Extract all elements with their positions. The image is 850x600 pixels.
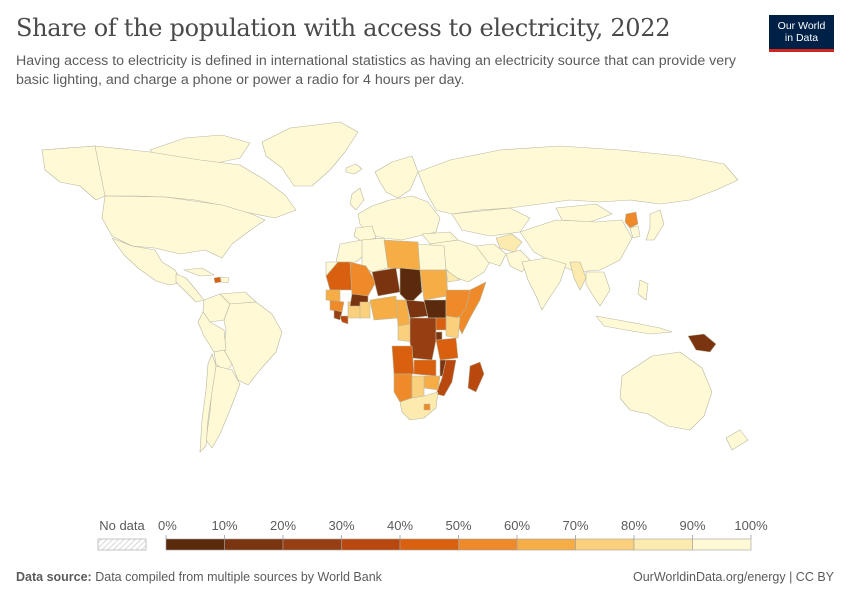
country-chile[interactable] [199,353,217,453]
country-niger[interactable] [371,267,401,297]
legend-bin-1[interactable] [224,538,284,551]
legend-tick-label-5: 50% [445,518,471,533]
legend-tick-label-1: 10% [211,518,237,533]
country-new-zealand[interactable] [725,429,749,451]
region-central-america[interactable] [175,273,205,303]
country-india[interactable] [521,257,567,311]
country-madagascar[interactable] [467,361,485,393]
legend-tick-label-9: 90% [679,518,705,533]
legend-bin-7[interactable] [575,538,635,551]
data-source: Data source: Data compiled from multiple… [16,570,382,584]
legend-bin-6[interactable] [516,538,576,551]
country-brazil[interactable] [223,301,283,386]
data-source-label: Data source: [16,570,92,584]
logo-line-2: in Data [784,32,819,44]
country-liberia[interactable] [339,315,349,325]
country-lesotho[interactable] [423,403,431,411]
country-sierra-leone[interactable] [333,309,343,321]
country-sudan[interactable] [419,269,449,301]
legend-svg: No data 0% 10% 20% 30% 40% 50% 60% 70% 80% 90% 100… [97,518,768,551]
legend-bin-0[interactable] [165,538,225,551]
country-chad[interactable] [399,267,423,305]
footer-link[interactable]: OurWorldinData.org/energy | CC BY [632,570,834,584]
country-zimbabwe[interactable] [423,375,441,391]
country-algeria[interactable] [361,237,389,273]
map-legend: No data 0% 10% 20% 30% 40% 50% 60% 70% 80% 90% 100… [0,510,850,555]
legend-no-data-label: No data [99,518,145,533]
country-kenya[interactable] [445,315,461,339]
country-eritrea[interactable] [445,269,461,283]
country-guinea[interactable] [329,299,345,313]
country-iran[interactable] [475,243,507,267]
legend-no-data-swatch [97,538,147,551]
country-namibia[interactable] [393,373,413,403]
legend-bin-4[interactable] [399,538,459,551]
country-dr-congo[interactable] [409,317,437,361]
country-usa[interactable] [101,195,266,259]
country-indonesia[interactable] [595,315,673,335]
region-scandinavia[interactable] [374,155,419,199]
legend-bin-2[interactable] [282,538,342,551]
country-libya[interactable] [383,239,421,271]
country-dominican-republic[interactable] [220,276,230,284]
country-mozambique[interactable] [435,359,457,397]
country-haiti[interactable] [213,276,222,284]
legend-tick-label-0: 0% [158,518,177,533]
country-greenland[interactable] [261,121,359,187]
country-south-korea[interactable] [629,225,641,239]
country-botswana[interactable] [411,375,425,399]
legend-bin-5[interactable] [458,538,518,551]
country-russia[interactable] [417,145,739,215]
country-ghana[interactable] [359,301,371,319]
country-afghanistan[interactable] [495,233,523,253]
country-iceland[interactable] [345,163,363,175]
legend-tick-label-10: 100% [734,518,768,533]
country-myanmar[interactable] [569,261,587,291]
chart-title: Share of the population with access to e… [16,14,671,42]
country-australia[interactable] [619,351,713,431]
country-usa-alaska[interactable] [41,145,106,201]
country-papua-new-guinea[interactable] [687,333,717,353]
country-japan[interactable] [645,209,665,241]
country-tanzania[interactable] [435,337,459,361]
country-south-africa[interactable] [399,391,439,421]
legend-tick-label-7: 70% [562,518,588,533]
legend-bin-8[interactable] [633,538,693,551]
country-mongolia[interactable] [555,203,613,223]
country-north-korea[interactable] [624,211,639,229]
country-cuba[interactable] [183,267,215,277]
country-somalia[interactable] [455,281,487,335]
country-angola[interactable] [391,345,415,375]
data-source-text[interactable]: Data compiled from multiple sources by W… [95,570,382,584]
owid-logo[interactable]: Our World in Data [769,15,834,52]
legend-tick-label-6: 60% [504,518,530,533]
legend-tick-label-4: 40% [387,518,413,533]
chart-subtitle: Having access to electricity is defined … [16,53,736,88]
country-south-sudan[interactable] [423,299,447,319]
country-burundi[interactable] [435,331,443,341]
world-map [0,110,850,510]
country-uk[interactable] [349,187,365,211]
country-nigeria[interactable] [369,295,399,321]
country-zambia[interactable] [413,359,437,377]
world-map-svg [41,121,749,453]
legend-bin-3[interactable] [341,538,401,551]
legend-tick-label-3: 30% [328,518,354,533]
logo-line-1: Our World [777,20,826,32]
country-mali[interactable] [349,261,377,297]
legend-tick-label-2: 20% [270,518,296,533]
legend-bin-9[interactable] [692,538,752,551]
country-philippines[interactable] [637,279,649,301]
country-egypt[interactable] [417,243,447,271]
legend-tick-label-8: 80% [621,518,647,533]
region-southeast-asia[interactable] [585,271,611,307]
